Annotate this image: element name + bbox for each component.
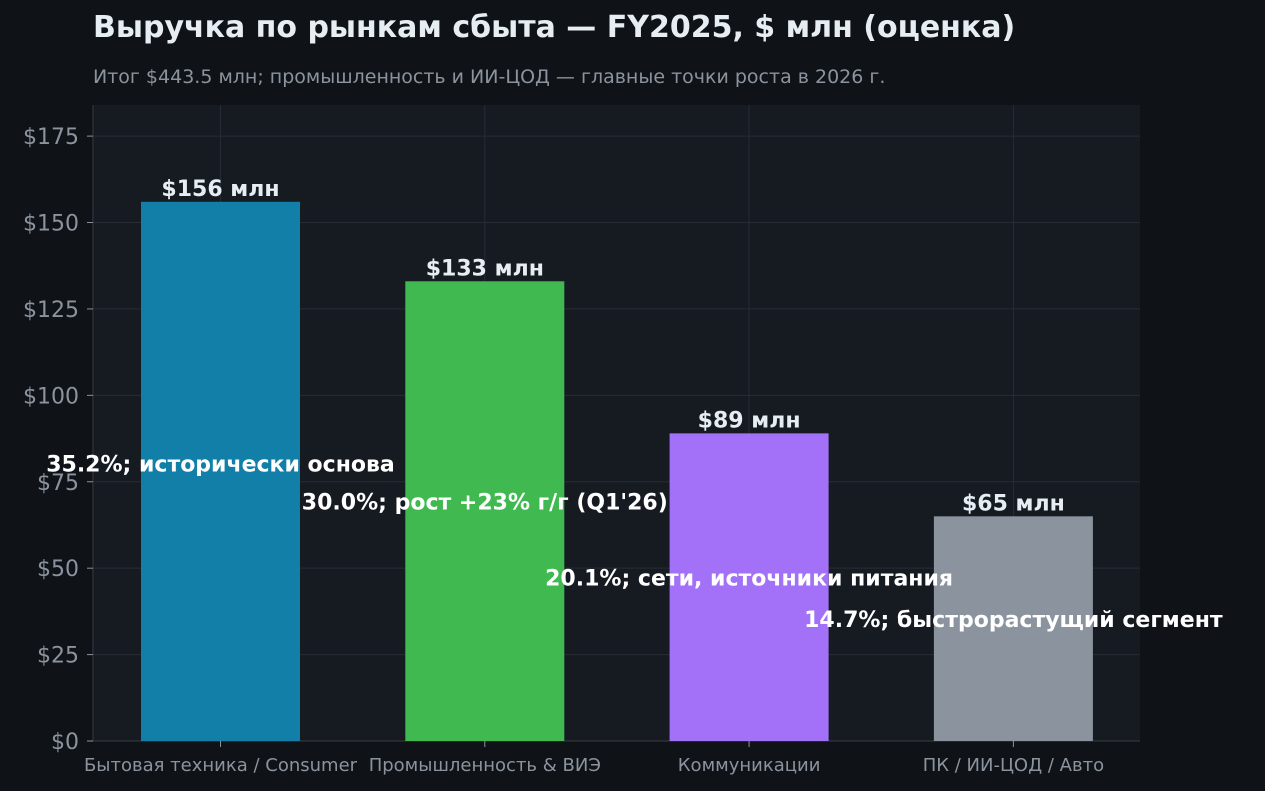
y-tick-label-2: $50 [37, 557, 79, 582]
annotation-1: 30.0%; рост +23% г/г (Q1'26) [302, 490, 668, 515]
y-tick-label-7: $175 [23, 125, 79, 150]
value-label-1: $133 млн [426, 256, 544, 281]
bar-0 [141, 201, 300, 742]
y-tick-label-4: $100 [23, 384, 79, 409]
bar-3 [933, 516, 1093, 741]
x-tick-label-1: Промышленность & ВИЭ [369, 755, 601, 776]
annotation-0: 35.2%; исторически основа [46, 452, 395, 477]
bar-2 [669, 433, 829, 741]
chart-title: Выручка по рынкам сбыта — FY2025, $ млн … [93, 10, 1016, 45]
value-label-0: $156 млн [161, 177, 279, 202]
value-label-2: $89 млн [698, 408, 801, 433]
y-tick-label-6: $150 [23, 212, 79, 237]
y-tick-label-1: $25 [37, 644, 79, 669]
annotation-2: 20.1%; сети, источники питания [545, 566, 953, 591]
value-label-3: $65 млн [962, 491, 1065, 516]
x-tick-label-3: ПК / ИИ-ЦОД / Авто [923, 755, 1104, 776]
x-tick-label-2: Коммуникации [678, 755, 821, 776]
y-tick-label-0: $0 [51, 730, 79, 755]
chart-subtitle: Итог $443.5 млн; промышленность и ИИ-ЦОД… [93, 66, 886, 88]
bar-1 [405, 281, 565, 741]
y-tick-label-3: $75 [37, 471, 79, 496]
y-tick-label-5: $125 [23, 298, 79, 323]
x-tick-label-0: Бытовая техника / Consumer [84, 755, 358, 776]
annotation-3: 14.7%; быстрорастущий сегмент [804, 608, 1223, 633]
